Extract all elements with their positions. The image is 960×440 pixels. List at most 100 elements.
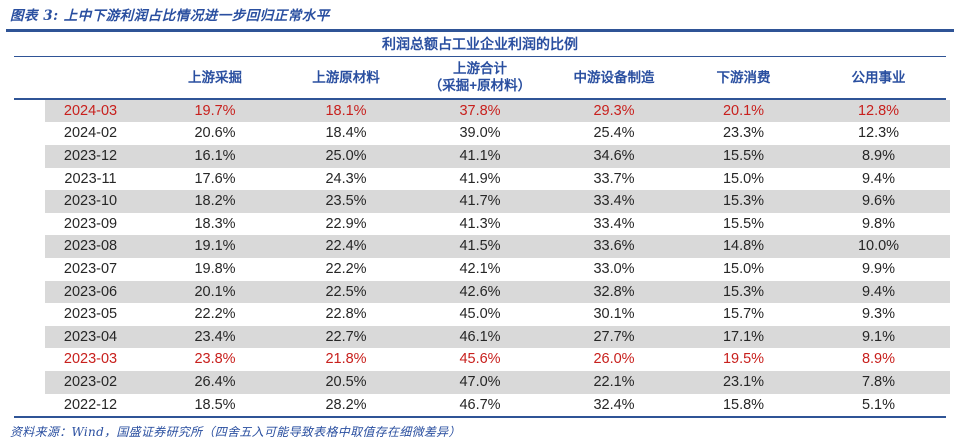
row-value: 19.7% [150, 99, 280, 123]
row-value: 17.6% [194, 170, 236, 187]
table-row: 2023-04 23.4% 22.7% 46.1% 27.7% 17.1% 9.1% [45, 325, 950, 349]
row-value: 33.4% [548, 190, 680, 213]
row-value: 29.3% [548, 99, 680, 123]
table-body: 2024-03 19.7% 18.1% 37.8% 29.3% 20.1% 12.8% 202… [45, 99, 950, 417]
column-header: 上游原材料 [280, 57, 412, 98]
row-value: 9.1% [807, 325, 950, 349]
figure-title: 图表 3: 上中下游利润占比情况进一步回归正常水平 [10, 8, 330, 24]
row-date: 2022-12 [63, 396, 118, 413]
row-value: 9.9% [861, 260, 896, 277]
row-value: 25.4% [593, 125, 635, 142]
table-row: 2022-12 18.5% 28.2% 46.7% 32.4% 15.8% 5.1% [45, 394, 950, 417]
row-value: 42.6% [412, 280, 548, 304]
row-value: 25.0% [280, 144, 412, 168]
row-date: 2023-03 [63, 351, 118, 368]
column-header: 上游合计 （采掘+原材料） [412, 57, 548, 98]
row-value: 18.1% [280, 99, 412, 123]
bottom-rule [14, 416, 946, 419]
table-row: 2023-11 17.6% 24.3% 41.9% 33.7% 15.0% 9.4% [45, 168, 950, 191]
table-row: 2023-12 16.1% 25.0% 41.1% 34.6% 15.5% 8.9% [45, 144, 950, 168]
header-rule [14, 97, 946, 100]
row-value: 15.3% [680, 280, 807, 304]
row-date: 2023-07 [63, 260, 118, 277]
row-value: 41.5% [412, 235, 548, 258]
row-value: 18.4% [325, 125, 367, 142]
row-date: 2023-05 [63, 306, 118, 323]
row-value: 22.8% [325, 306, 367, 323]
row-value: 23.1% [680, 370, 807, 394]
row-value: 15.0% [722, 170, 765, 187]
row-value: 23.3% [722, 125, 765, 142]
table-row: 2023-02 26.4% 20.5% 47.0% 22.1% 23.1% 7.8% [45, 370, 950, 394]
column-header: 下游消费 [680, 57, 807, 98]
row-value: 22.5% [280, 280, 412, 304]
top-rule [6, 29, 954, 32]
row-value: 45.0% [459, 306, 501, 323]
row-value: 41.1% [412, 144, 548, 168]
row-value: 32.4% [593, 396, 635, 413]
row-value: 15.7% [722, 306, 765, 323]
row-value: 27.7% [548, 325, 680, 349]
row-value: 23.5% [280, 190, 412, 213]
row-value: 20.6% [194, 125, 236, 142]
row-date: 2023-04 [45, 325, 150, 349]
row-value: 22.1% [548, 370, 680, 394]
row-value: 39.0% [459, 125, 501, 142]
row-value: 15.5% [722, 215, 765, 232]
table-row: 2023-07 19.8% 22.2% 42.1% 33.0% 15.0% 9.9% [45, 258, 950, 281]
column-header-label: 上游原材料 [312, 69, 380, 85]
column-header-label: 公用事业 [851, 69, 906, 85]
row-value: 22.2% [325, 260, 367, 277]
row-value: 33.0% [593, 260, 635, 277]
table-row: 2023-10 18.2% 23.5% 41.7% 33.4% 15.3% 9.6% [45, 190, 950, 213]
row-value: 33.4% [593, 215, 635, 232]
row-date: 2024-02 [63, 125, 118, 142]
column-header: 公用事业 [807, 57, 950, 98]
row-value: 9.3% [861, 306, 896, 323]
row-date: 2023-08 [45, 235, 150, 258]
row-value: 24.3% [325, 170, 367, 187]
row-date: 2023-09 [63, 215, 118, 232]
column-header: 上游采掘 [150, 57, 280, 98]
row-value: 19.8% [194, 260, 236, 277]
row-value: 46.1% [412, 325, 548, 349]
row-value: 19.1% [150, 235, 280, 258]
column-header-label: 下游消费 [716, 69, 771, 85]
row-value: 41.3% [459, 215, 501, 232]
row-value: 23.4% [150, 325, 280, 349]
row-value: 15.0% [722, 260, 765, 277]
row-date: 2023-06 [45, 280, 150, 304]
column-header-label: 上游采掘 [188, 69, 242, 85]
row-value: 23.8% [194, 351, 236, 368]
table-caption: 利润总额占工业企业利润的比例 [382, 36, 578, 52]
row-value: 15.3% [680, 190, 807, 213]
data-table: 2024-03 19.7% 18.1% 37.8% 29.3% 20.1% 12.8% 202… [45, 99, 950, 417]
row-value: 7.8% [807, 370, 950, 394]
row-value: 15.5% [680, 144, 807, 168]
row-value: 9.6% [807, 190, 950, 213]
row-value: 14.8% [680, 235, 807, 258]
header-row: 上游采掘 上游原材料 上游合计 （采掘+原材料） 中游设备制造 下游消费 公用事业 [45, 57, 950, 98]
table-row: 2023-03 23.8% 21.8% 45.6% 26.0% 19.5% 8.9% [45, 348, 950, 371]
row-value: 18.3% [194, 215, 236, 232]
row-value: 46.7% [459, 396, 501, 413]
row-value: 47.0% [412, 370, 548, 394]
row-value: 37.8% [412, 99, 548, 123]
row-value: 22.2% [194, 306, 236, 323]
row-value: 19.5% [722, 351, 765, 368]
column-header-empty [45, 57, 150, 98]
row-date: 2023-02 [45, 370, 150, 394]
row-date: 2023-10 [45, 190, 150, 213]
caption-rule [14, 55, 946, 57]
row-value: 8.9% [807, 144, 950, 168]
row-value: 20.1% [150, 280, 280, 304]
column-header-sublabel: （采掘+原材料） [428, 78, 532, 94]
row-date: 2024-03 [45, 99, 150, 123]
source-note: 资料来源：Wind，国盛证券研究所（四舍五入可能导致表格中取值存在细微差异） [10, 425, 461, 440]
row-value: 8.9% [861, 351, 896, 368]
column-header: 中游设备制造 [548, 57, 680, 98]
row-value: 20.5% [280, 370, 412, 394]
row-value: 9.8% [861, 215, 896, 232]
table-row: 2023-09 18.3% 22.9% 41.3% 33.4% 15.5% 9.8% [45, 213, 950, 236]
row-value: 26.4% [150, 370, 280, 394]
